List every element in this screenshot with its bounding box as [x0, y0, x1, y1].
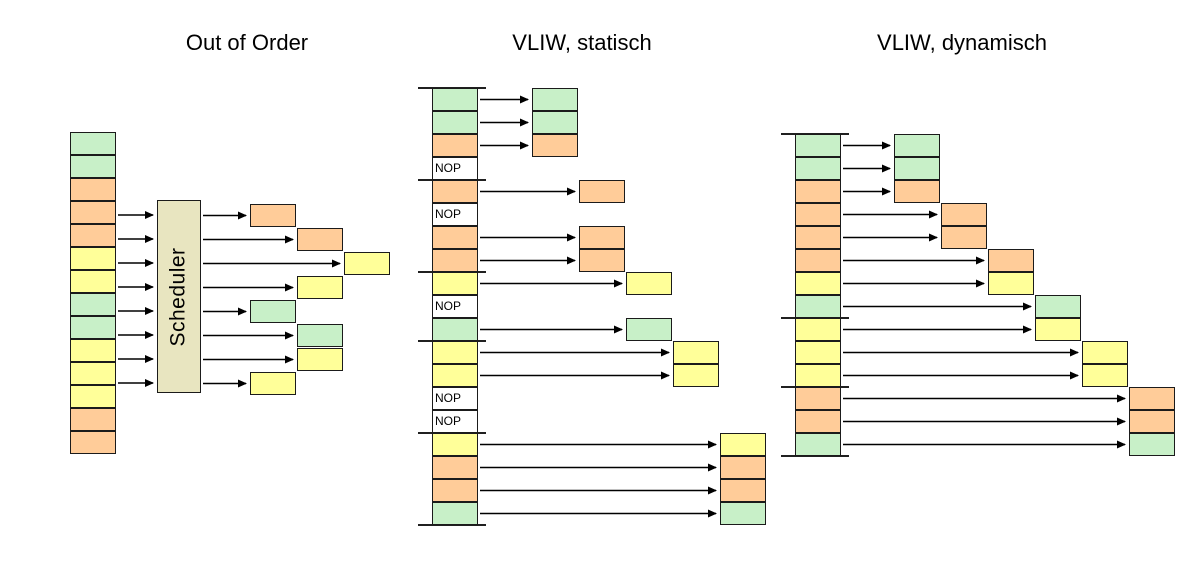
exec-cell-yellow: [297, 348, 343, 371]
exec-cell-green: [626, 318, 672, 341]
instruction-cell-yellow: [432, 272, 478, 295]
instruction-cell-orange: [70, 224, 116, 247]
nop-cell: NOP: [432, 203, 478, 226]
instruction-cell-yellow: [70, 247, 116, 270]
instruction-cell-yellow: [70, 339, 116, 362]
instruction-cell-orange: [795, 180, 841, 203]
instruction-cell-green: [795, 134, 841, 157]
exec-cell-orange: [1129, 410, 1175, 433]
exec-cell-orange: [720, 479, 766, 502]
instruction-cell-orange: [795, 249, 841, 272]
exec-cell-yellow: [1082, 364, 1128, 387]
instruction-cell-orange: [432, 134, 478, 157]
exec-cell-green: [1129, 433, 1175, 456]
instruction-cell-yellow: [70, 270, 116, 293]
instruction-cell-green: [795, 433, 841, 456]
exec-cell-yellow: [344, 252, 390, 275]
instruction-cell-yellow: [432, 341, 478, 364]
exec-cell-yellow: [1082, 341, 1128, 364]
exec-cell-green: [250, 300, 296, 323]
title-out-of-order: Out of Order: [185, 30, 309, 55]
instruction-cell-orange: [432, 456, 478, 479]
exec-cell-orange: [579, 226, 625, 249]
instruction-cell-green: [70, 316, 116, 339]
instruction-cell-green: [795, 157, 841, 180]
exec-cell-green: [1035, 295, 1081, 318]
nop-cell: NOP: [432, 410, 478, 433]
instruction-cell-orange: [70, 201, 116, 224]
instruction-cell-yellow: [70, 385, 116, 408]
exec-cell-green: [297, 324, 343, 347]
exec-cell-orange: [720, 456, 766, 479]
exec-cell-yellow: [250, 372, 296, 395]
exec-cell-orange: [532, 134, 578, 157]
instruction-cell-yellow: [432, 433, 478, 456]
exec-cell-orange: [579, 180, 625, 203]
instruction-cell-green: [432, 318, 478, 341]
exec-cell-yellow: [1035, 318, 1081, 341]
instruction-cell-orange: [795, 410, 841, 433]
instruction-cell-yellow: [795, 318, 841, 341]
exec-cell-orange: [941, 203, 987, 226]
exec-cell-yellow: [297, 276, 343, 299]
exec-cell-orange: [941, 226, 987, 249]
exec-cell-green: [894, 134, 940, 157]
exec-cell-orange: [297, 228, 343, 251]
instruction-cell-green: [70, 155, 116, 178]
instruction-cell-yellow: [795, 272, 841, 295]
instruction-cell-green: [795, 295, 841, 318]
title-vliw-static: VLIW, statisch: [512, 30, 652, 55]
instruction-cell-orange: [432, 180, 478, 203]
exec-cell-green: [532, 111, 578, 134]
exec-cell-yellow: [988, 272, 1034, 295]
instruction-cell-orange: [795, 226, 841, 249]
instruction-cell-orange: [795, 387, 841, 410]
exec-cell-green: [894, 157, 940, 180]
instruction-cell-green: [432, 111, 478, 134]
instruction-cell-yellow: [795, 341, 841, 364]
instruction-cell-yellow: [70, 362, 116, 385]
instruction-cell-green: [70, 132, 116, 155]
nop-cell: NOP: [432, 387, 478, 410]
instruction-cell-green: [432, 88, 478, 111]
instruction-cell-orange: [432, 226, 478, 249]
exec-cell-orange: [250, 204, 296, 227]
exec-cell-yellow: [673, 364, 719, 387]
scheduler-box: Scheduler: [157, 200, 201, 393]
instruction-cell-yellow: [795, 364, 841, 387]
instruction-cell-green: [432, 502, 478, 525]
exec-cell-orange: [579, 249, 625, 272]
instruction-cell-orange: [432, 479, 478, 502]
exec-cell-yellow: [720, 433, 766, 456]
exec-cell-orange: [894, 180, 940, 203]
instruction-cell-orange: [70, 408, 116, 431]
title-vliw-dynamic: VLIW, dynamisch: [877, 30, 1047, 55]
scheduler-label: Scheduler: [167, 246, 190, 347]
instruction-cell-orange: [70, 178, 116, 201]
instruction-cell-orange: [795, 203, 841, 226]
exec-cell-yellow: [626, 272, 672, 295]
nop-cell: NOP: [432, 157, 478, 180]
exec-cell-orange: [1129, 387, 1175, 410]
exec-cell-yellow: [673, 341, 719, 364]
instruction-cell-yellow: [432, 364, 478, 387]
instruction-cell-orange: [432, 249, 478, 272]
instruction-cell-orange: [70, 431, 116, 454]
exec-cell-green: [532, 88, 578, 111]
exec-cell-orange: [988, 249, 1034, 272]
nop-cell: NOP: [432, 295, 478, 318]
instruction-cell-green: [70, 293, 116, 316]
exec-cell-green: [720, 502, 766, 525]
